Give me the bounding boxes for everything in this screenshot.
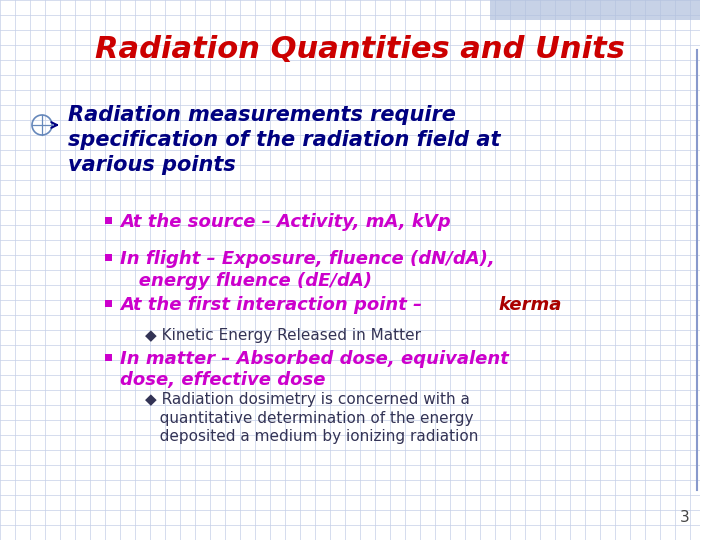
Text: ◆ Radiation dosimetry is concerned with a
   quantitative determination of the e: ◆ Radiation dosimetry is concerned with …	[145, 392, 478, 444]
Text: 3: 3	[680, 510, 690, 525]
Bar	[700, 0, 720, 540]
Text: Radiation measurements require
specification of the radiation field at
various p: Radiation measurements require specifica…	[68, 105, 500, 174]
Text: In matter – Absorbed dose, equivalent
dose, effective dose: In matter – Absorbed dose, equivalent do…	[120, 350, 509, 389]
Text: At the source – Activity, mA, kVp: At the source – Activity, mA, kVp	[120, 213, 451, 231]
Bar	[104, 253, 112, 260]
Text: In flight – Exposure, fluence (dN/dA),
   energy fluence (dE/dA): In flight – Exposure, fluence (dN/dA), e…	[120, 250, 495, 289]
Text: At the first interaction point –: At the first interaction point –	[120, 296, 428, 314]
Bar	[104, 217, 112, 224]
Bar	[104, 300, 112, 307]
Text: kerma: kerma	[498, 296, 562, 314]
Bar	[104, 354, 112, 361]
Text: Radiation Quantities and Units: Radiation Quantities and Units	[95, 36, 625, 64]
Text: ◆ Kinetic Energy Released in Matter: ◆ Kinetic Energy Released in Matter	[145, 328, 421, 343]
FancyBboxPatch shape	[490, 0, 720, 20]
